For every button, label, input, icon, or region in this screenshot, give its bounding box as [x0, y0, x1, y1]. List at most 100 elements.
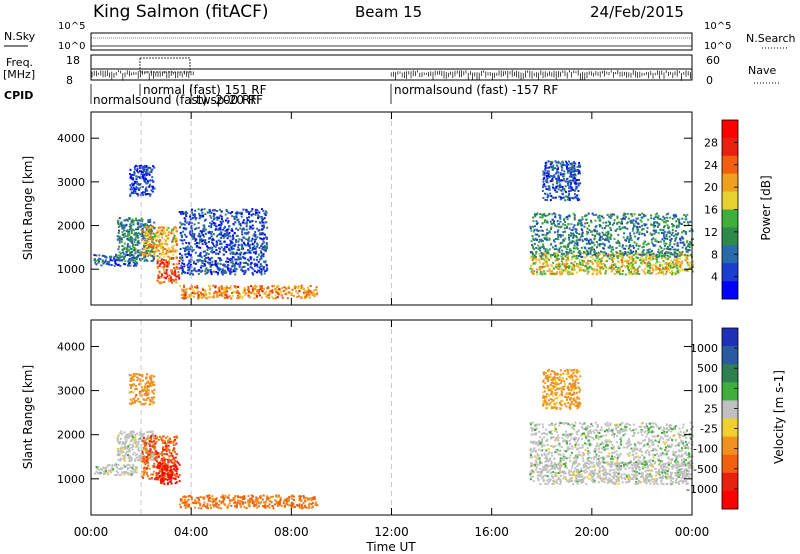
data-cell — [158, 271, 161, 274]
data-cell — [151, 260, 154, 262]
data-cell — [602, 262, 605, 265]
data-cell — [213, 296, 216, 299]
data-cell — [107, 473, 110, 476]
data-cell — [666, 237, 668, 240]
data-cell — [543, 213, 546, 215]
data-cell — [281, 296, 284, 299]
data-cell — [298, 289, 301, 292]
data-cell — [633, 224, 636, 227]
data-cell — [643, 214, 645, 216]
data-cell — [234, 258, 237, 261]
data-cell — [160, 247, 163, 250]
data-cell — [553, 248, 556, 251]
data-cell — [643, 223, 646, 226]
data-cell — [549, 270, 552, 273]
data-cell — [258, 215, 261, 218]
data-cell — [212, 242, 215, 245]
data-cell — [576, 243, 579, 246]
data-cell — [120, 252, 123, 255]
data-cell — [251, 291, 254, 294]
data-cell — [216, 216, 219, 219]
data-cell — [193, 269, 196, 272]
data-cell — [204, 272, 207, 275]
data-cell — [146, 437, 149, 440]
data-cell — [556, 230, 559, 233]
data-cell — [566, 177, 569, 180]
data-cell — [687, 244, 690, 247]
data-cell — [210, 235, 213, 238]
data-cell — [147, 180, 150, 183]
data-cell — [610, 269, 613, 272]
data-cell — [573, 244, 576, 247]
data-cell — [313, 292, 316, 295]
data-cell — [576, 169, 579, 172]
data-cell — [267, 287, 270, 290]
data-cell — [609, 217, 612, 220]
data-cell — [579, 222, 582, 225]
data-cell — [133, 241, 136, 243]
colorbar-tick-label: 8 — [711, 248, 718, 261]
data-cell — [231, 244, 234, 247]
data-cell — [101, 259, 104, 262]
data-cell — [582, 269, 585, 272]
data-cell — [224, 246, 227, 249]
data-cell — [116, 454, 119, 457]
data-cell — [544, 168, 547, 171]
data-cell — [129, 430, 132, 433]
data-cell — [652, 268, 655, 271]
data-cell — [638, 244, 641, 247]
data-cell — [667, 248, 670, 251]
data-cell — [131, 228, 134, 231]
data-cell — [174, 459, 177, 462]
data-cell — [659, 218, 662, 221]
data-cell — [248, 251, 251, 254]
data-cell — [646, 264, 648, 267]
cpid-segment-4: normalsound (fast) -157 RF — [394, 83, 558, 97]
data-cell — [207, 256, 210, 259]
data-cell — [186, 296, 189, 299]
data-cell — [185, 253, 188, 256]
data-cell — [572, 167, 575, 170]
data-cell — [577, 199, 579, 202]
data-cell — [585, 253, 588, 256]
data-cell — [304, 289, 307, 292]
data-cell — [564, 224, 567, 227]
data-cell — [611, 258, 614, 261]
data-cell — [133, 233, 136, 236]
data-cell — [559, 162, 562, 165]
data-cell — [250, 239, 253, 242]
data-cell — [586, 253, 589, 256]
data-cell — [665, 262, 668, 265]
data-cell — [141, 227, 144, 230]
data-cell — [547, 194, 550, 197]
data-cell — [157, 455, 160, 458]
data-cell — [234, 253, 237, 256]
data-cell — [664, 266, 667, 269]
data-cell — [125, 471, 128, 473]
data-cell — [218, 208, 221, 211]
data-cell — [671, 261, 674, 264]
data-cell — [579, 253, 582, 256]
data-cell — [135, 261, 138, 264]
data-cell — [663, 254, 666, 257]
data-cell — [657, 271, 660, 274]
data-cell — [225, 231, 228, 233]
data-cell — [641, 232, 643, 235]
data-cell — [620, 259, 623, 262]
data-cell — [142, 224, 145, 227]
data-cell — [237, 258, 240, 261]
data-cell — [140, 452, 143, 455]
data-cell — [130, 221, 133, 224]
data-cell — [148, 453, 151, 456]
data-cell — [664, 230, 667, 233]
data-cell — [609, 253, 612, 256]
data-cell — [662, 271, 664, 274]
data-cell — [145, 173, 148, 176]
data-cell — [259, 258, 262, 261]
data-cell — [118, 254, 121, 257]
data-cell — [671, 263, 674, 265]
data-cell — [166, 243, 169, 246]
data-cell — [568, 214, 571, 217]
data-cell — [265, 264, 268, 267]
data-cell — [146, 475, 149, 478]
